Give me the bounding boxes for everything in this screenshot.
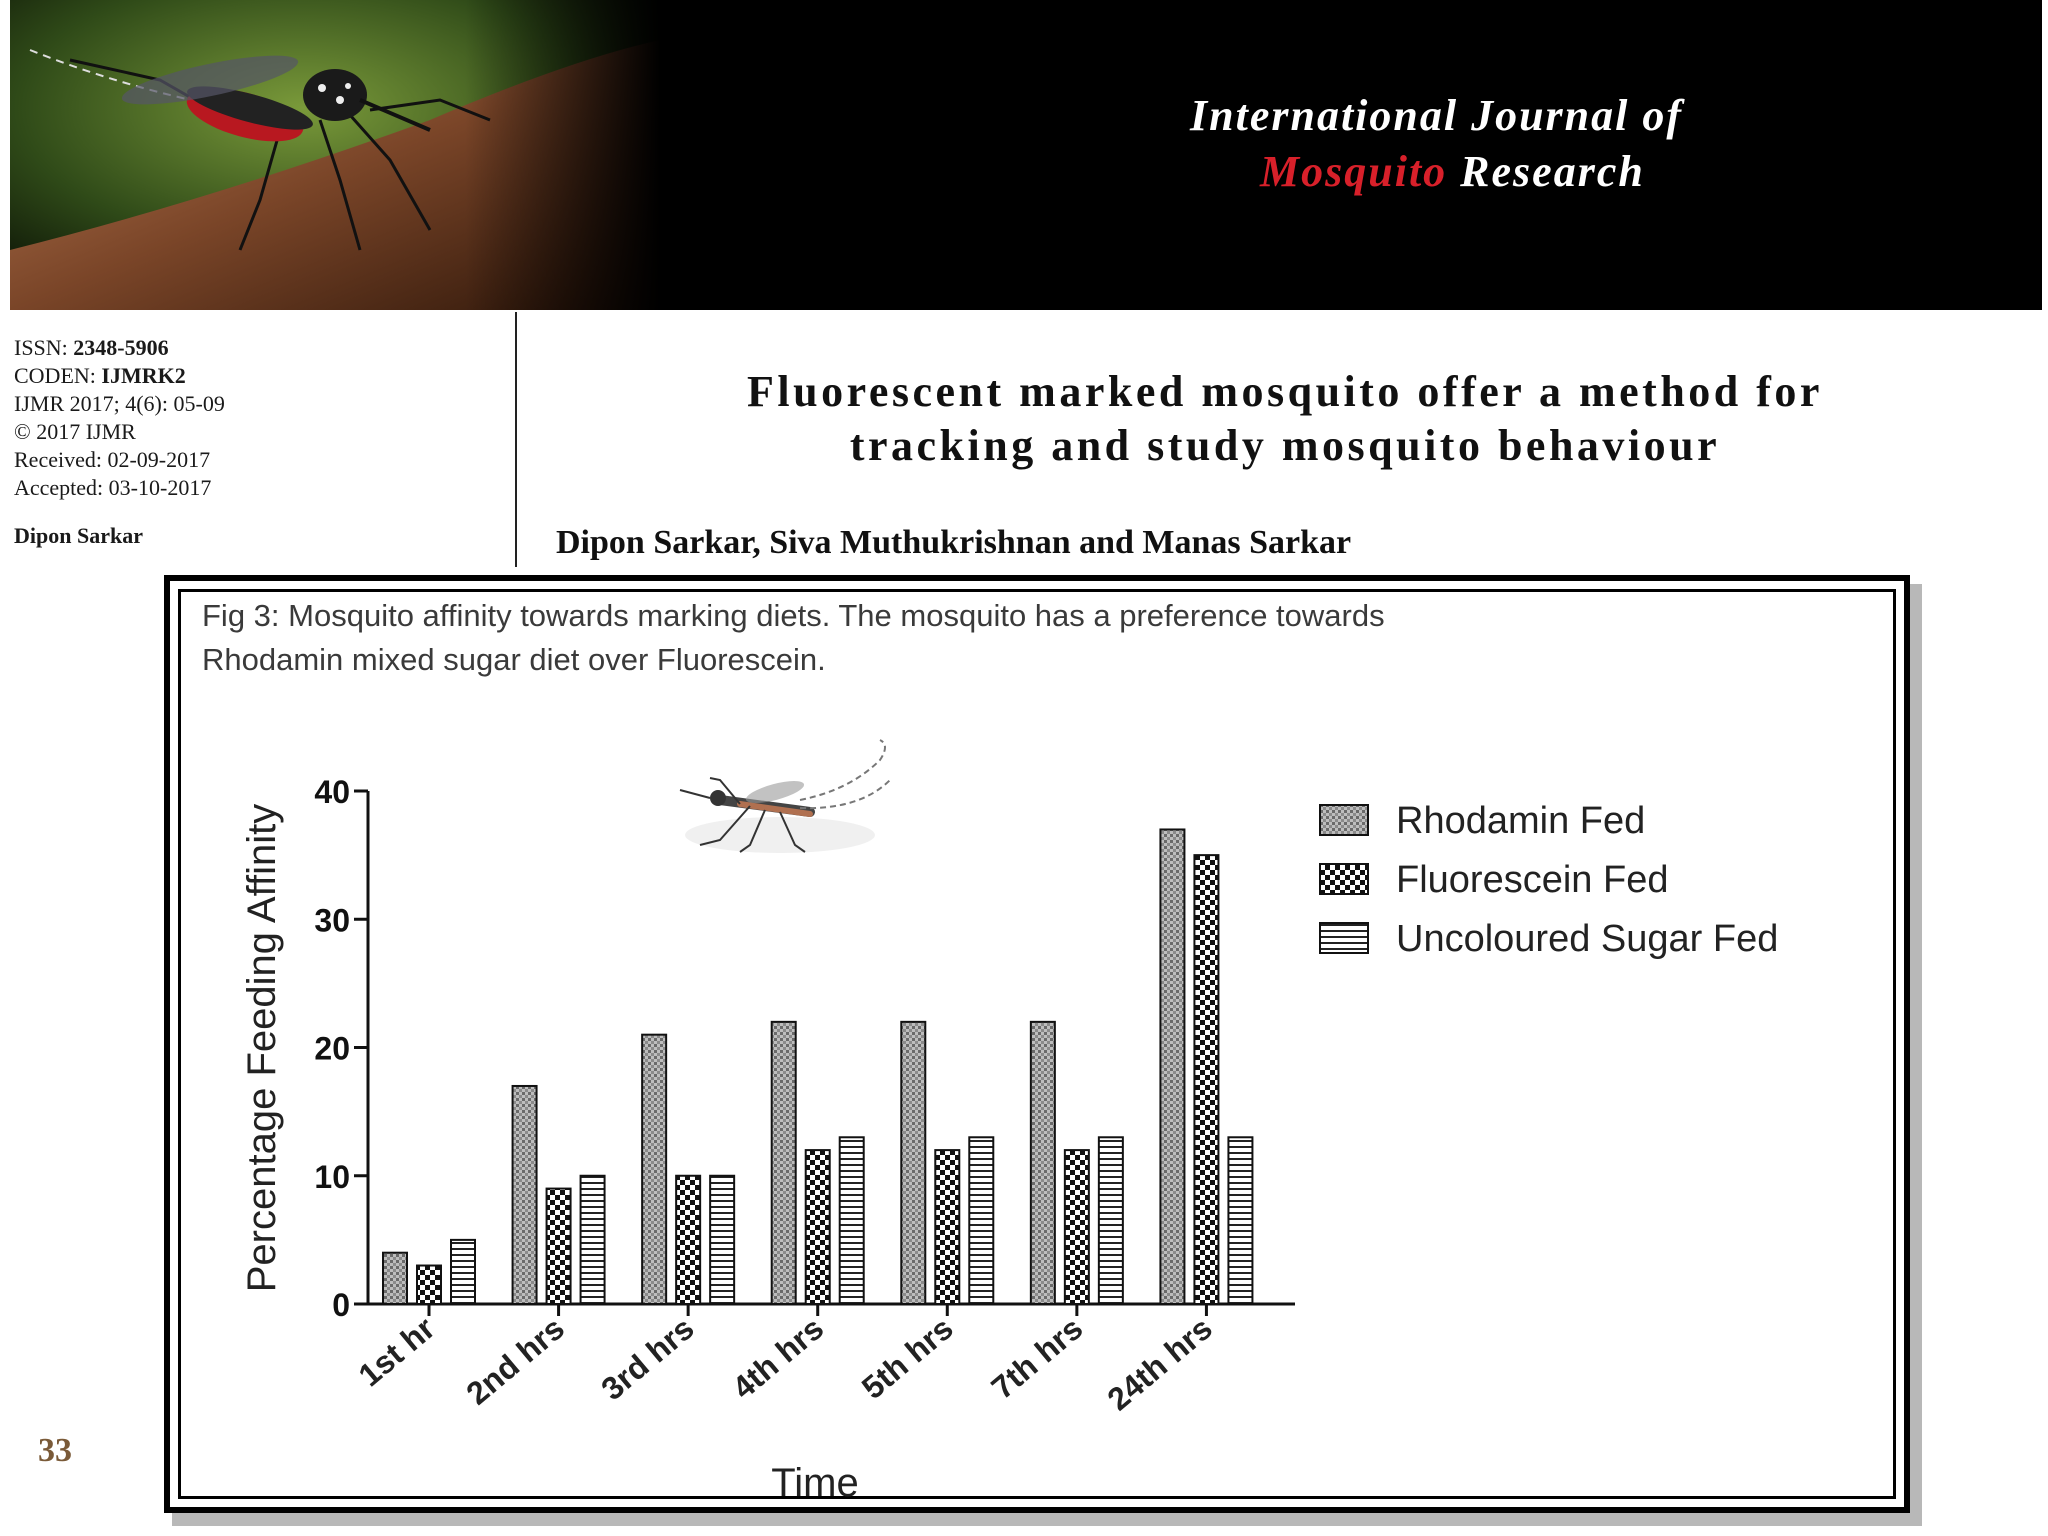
x-tick-label: 5th hrs	[855, 1310, 960, 1406]
bar-2	[416, 1264, 442, 1306]
x-tick-label: 24th hrs	[1100, 1310, 1219, 1418]
bar-1	[511, 1084, 538, 1305]
bar-1	[770, 1020, 797, 1305]
x-tick-label: 1st hr	[352, 1310, 442, 1394]
corresponding-author: Dipon Sarkar	[14, 523, 143, 548]
bar-1	[1159, 828, 1186, 1305]
journal-red-word: Mosquito	[1260, 147, 1448, 196]
y-tick-label: 10	[314, 1159, 350, 1195]
accepted-date: Accepted: 03-10-2017	[14, 475, 212, 500]
y-axis-label: Percentage Feeding Affinity	[240, 804, 284, 1292]
bar-3	[968, 1136, 995, 1306]
article-meta: ISSN: 2348-5906 CODEN: IJMRK2 IJMR 2017;…	[14, 334, 494, 550]
journal-banner: International Journal of Mosquito Resear…	[10, 0, 2042, 310]
citation: IJMR 2017; 4(6): 05-09	[14, 391, 225, 416]
bar-2	[675, 1174, 702, 1305]
slide-number: 33	[38, 1432, 72, 1469]
article-title: Fluorescent marked mosquito offer a meth…	[560, 365, 2010, 473]
title-line1: Fluorescent marked mosquito offer a meth…	[747, 367, 1823, 416]
journal-line1: International Journal of	[1190, 91, 1684, 140]
bar-3	[1097, 1136, 1124, 1306]
x-tick-label: 2nd hrs	[459, 1310, 571, 1412]
bar-2	[1063, 1149, 1090, 1305]
caption-line1: Fig 3: Mosquito affinity towards marking…	[202, 598, 1385, 633]
issn-label: ISSN:	[14, 335, 74, 360]
title-line2: tracking and study mosquito behaviour	[849, 421, 1721, 470]
bar-2	[545, 1187, 572, 1305]
legend-label: Fluorescein Fed	[1396, 859, 1668, 901]
bar-3	[450, 1238, 476, 1305]
legend-swatch	[1319, 863, 1369, 895]
bar-1	[641, 1033, 668, 1306]
bar-2	[804, 1149, 831, 1305]
y-tick-label: 0	[332, 1287, 350, 1323]
legend-swatch	[1319, 804, 1369, 836]
mosquito-photo	[10, 0, 660, 310]
divider	[515, 312, 517, 567]
coden-value: IJMRK2	[101, 363, 186, 388]
figure-caption: Fig 3: Mosquito affinity towards marking…	[202, 594, 1882, 682]
caption-line2: Rhodamin mixed sugar diet over Fluoresce…	[202, 642, 826, 677]
received-date: Received: 02-09-2017	[14, 447, 211, 472]
bar-1	[382, 1251, 408, 1305]
x-tick-label: 7th hrs	[984, 1310, 1089, 1406]
bar-1	[900, 1020, 927, 1305]
bar-3	[1227, 1136, 1254, 1306]
bar-3	[579, 1174, 606, 1305]
bar-3	[709, 1174, 736, 1305]
y-tick-label: 20	[314, 1031, 350, 1067]
bar-3	[838, 1136, 865, 1306]
x-tick-label: 3rd hrs	[594, 1310, 700, 1407]
legend-swatch	[1319, 922, 1369, 954]
y-tick-label: 30	[314, 902, 350, 938]
legend-label: Uncoloured Sugar Fed	[1396, 918, 1778, 960]
bar-2	[934, 1149, 961, 1305]
x-axis-label: Time	[771, 1461, 858, 1505]
y-tick-label: 40	[314, 774, 350, 810]
x-tick-label: 4th hrs	[725, 1310, 830, 1406]
mosquito-illustration	[679, 739, 891, 853]
bar-1	[1029, 1020, 1056, 1305]
journal-rest: Research	[1447, 147, 1645, 196]
coden-label: CODEN:	[14, 363, 102, 388]
copyright: © 2017 IJMR	[14, 419, 136, 444]
legend-label: Rhodamin Fed	[1396, 800, 1645, 842]
bar-2	[1193, 854, 1220, 1305]
authors: Dipon Sarkar, Siva Muthukrishnan and Man…	[556, 524, 1352, 561]
journal-name: International Journal of Mosquito Resear…	[1190, 88, 1683, 200]
issn-value: 2348-5906	[73, 335, 169, 360]
